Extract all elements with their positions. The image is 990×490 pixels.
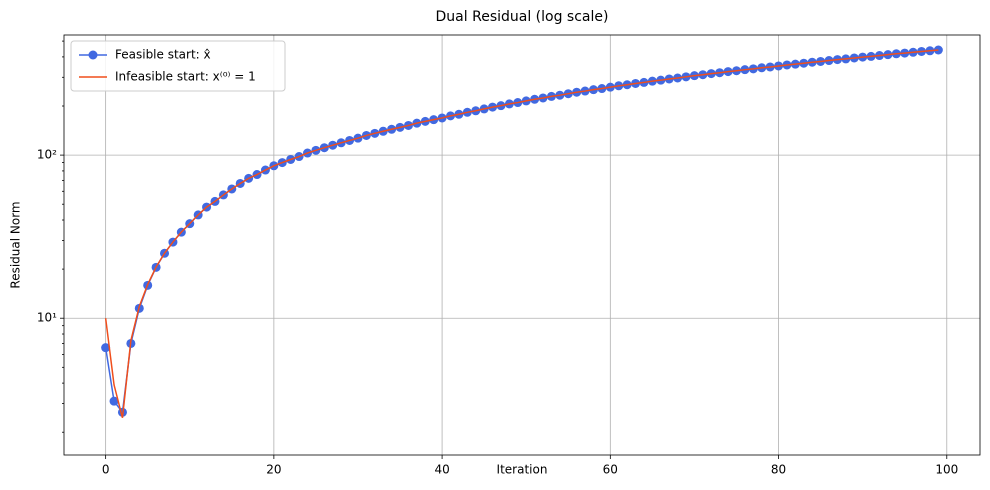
x-tick-label: 60 <box>603 463 618 477</box>
x-tick-label: 100 <box>935 463 958 477</box>
chart-title: Dual Residual (log scale) <box>436 9 609 25</box>
plot-frame <box>63 34 981 456</box>
legend-label: Infeasible start: x⁽⁰⁾ = 1 <box>115 70 256 84</box>
x-tick-label: 40 <box>434 463 449 477</box>
data-point <box>101 343 111 353</box>
data-point <box>109 396 119 406</box>
x-tick-label: 0 <box>102 463 110 477</box>
y-axis-label: Residual Norm <box>9 201 23 288</box>
x-tick-label: 80 <box>771 463 786 477</box>
y-tick-label: 10² <box>37 148 57 162</box>
legend-box <box>70 40 286 92</box>
y-tick-label: 10¹ <box>37 311 57 325</box>
series-line <box>104 49 939 415</box>
x-tick-label: 20 <box>266 463 281 477</box>
series-line <box>104 49 939 419</box>
x-axis-label: Iteration <box>497 463 548 477</box>
legend-label: Feasible start: x̂ <box>115 48 211 62</box>
legend-marker <box>88 50 98 60</box>
